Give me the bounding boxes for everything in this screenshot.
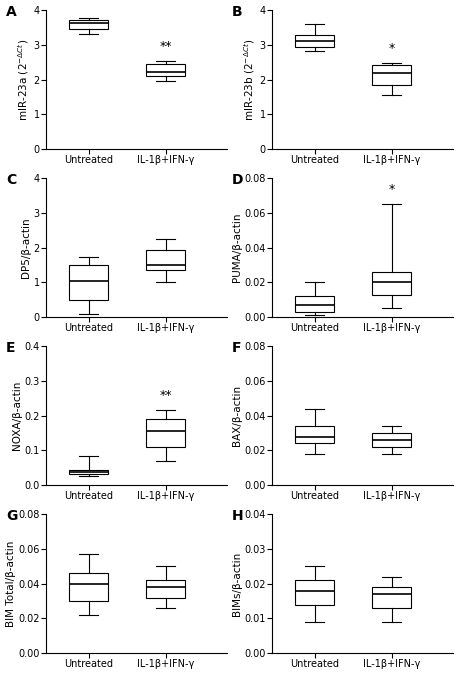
Text: F: F (232, 341, 242, 354)
PathPatch shape (146, 580, 185, 597)
Y-axis label: mIR-23a (2$^{-\Delta Ct}$): mIR-23a (2$^{-\Delta Ct}$) (16, 38, 31, 121)
PathPatch shape (146, 250, 185, 270)
Text: *: * (389, 183, 395, 196)
Text: *: * (389, 42, 395, 55)
Y-axis label: BAX/β-actin: BAX/β-actin (232, 385, 241, 446)
Text: **: ** (159, 40, 172, 53)
Y-axis label: mIR-23b (2$^{-\Delta Ct}$): mIR-23b (2$^{-\Delta Ct}$) (242, 38, 257, 121)
Y-axis label: BIMs/β-actin: BIMs/β-actin (232, 551, 241, 616)
PathPatch shape (69, 20, 108, 29)
Y-axis label: DP5/β-actin: DP5/β-actin (21, 217, 31, 278)
Y-axis label: NOXA/β-actin: NOXA/β-actin (11, 381, 22, 450)
Y-axis label: PUMA/β-actin: PUMA/β-actin (232, 213, 241, 282)
PathPatch shape (372, 65, 411, 85)
Text: **: ** (159, 389, 172, 402)
PathPatch shape (372, 433, 411, 447)
Text: H: H (232, 509, 244, 522)
PathPatch shape (146, 419, 185, 447)
Y-axis label: BIM Total/β-actin: BIM Total/β-actin (6, 541, 16, 627)
Text: B: B (232, 5, 243, 18)
PathPatch shape (295, 296, 334, 312)
PathPatch shape (372, 272, 411, 294)
PathPatch shape (372, 587, 411, 608)
Text: G: G (6, 509, 17, 522)
PathPatch shape (146, 64, 185, 76)
Text: E: E (6, 341, 16, 354)
PathPatch shape (69, 265, 108, 300)
Text: C: C (6, 173, 17, 186)
PathPatch shape (295, 426, 334, 443)
PathPatch shape (295, 35, 334, 47)
PathPatch shape (69, 573, 108, 601)
PathPatch shape (69, 470, 108, 474)
Text: A: A (6, 5, 17, 18)
Text: D: D (232, 173, 244, 186)
PathPatch shape (295, 580, 334, 605)
